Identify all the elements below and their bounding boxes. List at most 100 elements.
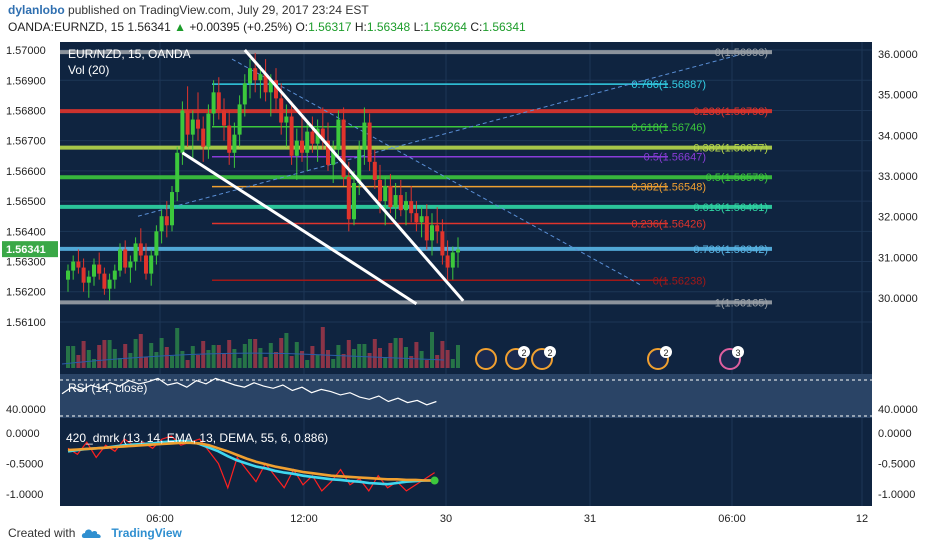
dmrk-tick-right: 0.0000: [878, 428, 912, 440]
candle-body: [445, 255, 450, 268]
volume-bar: [289, 356, 294, 368]
volume-bar: [372, 339, 377, 368]
candle-body: [211, 92, 216, 114]
dmrk-tick-left: -1.0000: [6, 489, 43, 501]
close-label: C:: [470, 20, 483, 34]
volume-bar: [424, 360, 429, 368]
volume-bar: [378, 348, 382, 368]
fib-level-label: 1(1.56165): [715, 297, 768, 309]
chart-area[interactable]: 0(1.56993)0.236(1.56798)0.382(1.56677)0.…: [0, 38, 932, 524]
candle-body: [315, 128, 320, 144]
volume-bar: [440, 341, 445, 368]
volume-bar: [206, 350, 211, 368]
dmrk-tick-left: -0.5000: [6, 458, 43, 470]
volume-bar: [138, 334, 143, 368]
author-link[interactable]: dylanlobo: [8, 3, 65, 17]
candle-body: [346, 176, 351, 220]
candle-body: [196, 119, 200, 129]
candle-body: [284, 116, 289, 123]
volume-bar: [71, 346, 76, 368]
candle-body: [201, 128, 206, 147]
x-tick-label: 12:00: [290, 513, 318, 524]
candle-body: [435, 225, 440, 232]
candle-body: [409, 201, 414, 214]
candle-body: [144, 255, 148, 274]
volume-bar: [320, 327, 325, 368]
fib-level-label-secondary: 0.786(1.56887): [631, 79, 706, 91]
fib-level-label: 0.382(1.56677): [693, 143, 768, 155]
rsi-pane-background: [60, 374, 872, 418]
candle-body: [263, 74, 268, 93]
event-badge: [518, 346, 530, 358]
symbol-header: OANDA:EURNZD, 15 1.56341 ▲ +0.00395 (+0.…: [8, 20, 526, 34]
candle-body: [170, 192, 174, 226]
candle-body: [300, 140, 304, 153]
candle-body: [237, 104, 242, 135]
candle-body: [320, 128, 325, 141]
volume-bar: [66, 346, 70, 368]
y-tick-label-right: 35.0000: [878, 90, 918, 102]
candle-body: [430, 225, 434, 241]
volume-bar: [128, 353, 133, 368]
event-flag-icon: [475, 348, 497, 370]
volume-bar: [310, 346, 315, 368]
candle-body: [310, 131, 315, 144]
x-tick-label: 12: [856, 513, 868, 524]
volume-bar: [86, 350, 91, 368]
candle-body: [367, 122, 372, 162]
fib-level-label-secondary: 0.382(1.56548): [631, 182, 706, 194]
dmrk-end-dot: [430, 476, 439, 485]
candle-body: [268, 80, 273, 93]
candle-body: [336, 119, 341, 150]
dmrk-tick-left: 0.0000: [6, 428, 40, 440]
volume-bar: [300, 351, 304, 368]
candle-body: [331, 149, 336, 165]
candle-body: [222, 110, 226, 126]
volume-bar: [274, 352, 278, 368]
volume-bar: [154, 352, 159, 368]
candle-body: [128, 261, 133, 268]
volume-bar: [144, 357, 148, 368]
candle-body: [71, 261, 76, 271]
candle-body: [242, 83, 247, 105]
low-label: L:: [413, 20, 424, 34]
volume-bar: [398, 338, 403, 368]
open-label: O:: [295, 20, 309, 34]
volume-bar: [222, 354, 226, 368]
volume-bar: [393, 338, 398, 368]
fib-level-label-secondary: 0.236(1.56426): [631, 218, 706, 230]
y-tick-label-left: 1.56600: [6, 166, 46, 178]
volume-bar: [388, 343, 393, 368]
symbol-line: OANDA:EURNZD, 15: [8, 20, 125, 34]
x-tick-label: 06:00: [146, 513, 174, 524]
event-badge: [660, 346, 672, 358]
tradingview-link[interactable]: TradingView: [111, 526, 182, 540]
candle-body: [118, 249, 122, 271]
volume-bar: [294, 342, 299, 368]
publish-header: dylanlobo published on TradingView.com, …: [8, 3, 369, 17]
fib-level-label: 0(1.56993): [715, 47, 768, 59]
event-badge: [544, 346, 556, 358]
candle-body: [102, 273, 107, 289]
x-tick-label: 30: [440, 513, 452, 524]
fib-level-label-secondary: 0(1.56238): [653, 275, 706, 287]
volume-bar: [112, 349, 117, 368]
volume-bar: [159, 338, 164, 368]
candle-body: [159, 216, 164, 232]
volume-bar: [331, 359, 336, 368]
volume-bar: [414, 342, 419, 368]
volume-bar: [326, 350, 330, 368]
volume-bar: [211, 345, 216, 368]
volume-bar: [164, 347, 169, 368]
volume-bar: [133, 339, 138, 368]
volume-bar: [180, 351, 185, 368]
tradingview-cloud-icon: [82, 529, 102, 538]
volume-bar: [456, 345, 460, 368]
volume-bar: [107, 340, 112, 368]
volume-bar: [196, 355, 200, 368]
candle-body: [362, 122, 367, 150]
candle-body: [107, 279, 112, 289]
volume-bar: [81, 341, 86, 368]
trendline-lower: [181, 151, 418, 306]
y-tick-label-left: 1.56300: [6, 257, 46, 269]
